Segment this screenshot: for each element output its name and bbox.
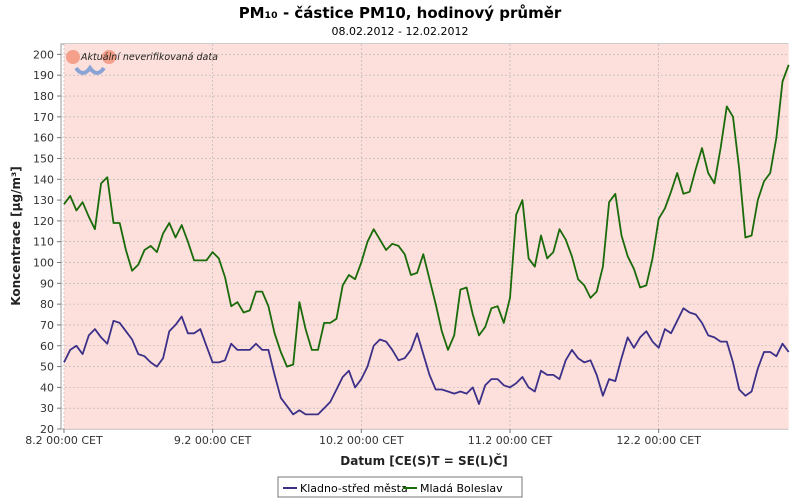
y-tick-label: 190 bbox=[33, 69, 54, 82]
legend-box bbox=[277, 476, 523, 498]
y-tick-label: 100 bbox=[33, 257, 54, 270]
x-tick-label: 12.2 00:00 CET bbox=[616, 434, 701, 447]
y-tick-label: 150 bbox=[33, 152, 54, 165]
unverified-data-note: Aktuální neverifikovaná data bbox=[80, 52, 218, 63]
y-tick-label: 60 bbox=[40, 340, 54, 353]
y-tick-label: 170 bbox=[33, 111, 54, 124]
x-axis-ticks: 8.2 00:00 CET 9.2 00:00 CET 10.2 00:00 CET… bbox=[25, 429, 701, 447]
chart-title: PM₁₀ - částice PM10, hodinový průměr bbox=[239, 4, 562, 22]
x-tick-label: 10.2 00:00 CET bbox=[319, 434, 404, 447]
y-axis-label: Koncentrace [µg/m³] bbox=[9, 166, 23, 305]
y-tick-label: 120 bbox=[33, 215, 54, 228]
x-tick-label: 11.2 00:00 CET bbox=[468, 434, 553, 447]
x-axis-label: Datum [CE(S)T = SE(L)Č] bbox=[340, 453, 507, 468]
y-axis-ticks: 20 30 40 50 60 70 80 90 100 110 120 130 140 150 160 170… bbox=[33, 48, 61, 436]
y-tick-label: 130 bbox=[33, 194, 54, 207]
y-tick-label: 70 bbox=[40, 319, 54, 332]
x-tick-label: 9.2 00:00 CET bbox=[174, 434, 252, 447]
series-line-kladno bbox=[63, 307, 790, 416]
y-tick-label: 160 bbox=[33, 132, 54, 145]
y-tick-label: 40 bbox=[40, 381, 54, 394]
y-tick-label: 200 bbox=[33, 48, 54, 61]
y-tick-label: 30 bbox=[40, 402, 54, 415]
legend-label-kladno: Kladno-střed města bbox=[300, 482, 408, 495]
y-tick-label: 20 bbox=[40, 423, 54, 436]
x-tick-label: 8.2 00:00 CET bbox=[25, 434, 103, 447]
chart-subtitle: 08.02.2012 - 12.02.2012 bbox=[332, 25, 469, 38]
y-tick-label: 140 bbox=[33, 173, 54, 186]
y-tick-label: 180 bbox=[33, 90, 54, 103]
series-line-mlada-boleslav bbox=[63, 64, 790, 368]
grid bbox=[61, 44, 788, 430]
y-tick-label: 110 bbox=[33, 236, 54, 249]
y-tick-label: 50 bbox=[40, 361, 54, 374]
legend-label-mlada-boleslav: Mladá Boleslav bbox=[420, 482, 503, 495]
logo bbox=[66, 50, 116, 75]
y-tick-label: 80 bbox=[40, 298, 54, 311]
y-tick-label: 90 bbox=[40, 277, 54, 290]
series-lines bbox=[63, 64, 790, 416]
data-range-background bbox=[63, 44, 789, 429]
legend: Kladno-střed města Mladá Boleslav bbox=[277, 476, 523, 498]
